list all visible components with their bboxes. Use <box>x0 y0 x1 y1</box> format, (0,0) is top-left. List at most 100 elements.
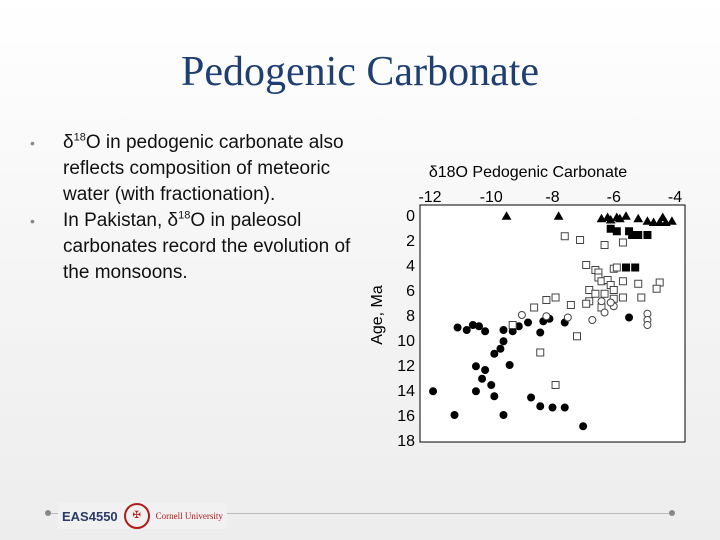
data-point-filled-circle <box>496 344 505 353</box>
bullet-list: • δ18O in pedogenic carbonate also refle… <box>30 130 360 286</box>
x-tick-label: -6 <box>607 189 621 206</box>
data-point-open-square <box>618 277 627 286</box>
data-point-open-square <box>600 289 609 298</box>
data-point-filled-square <box>622 263 630 272</box>
data-point-open-square <box>618 293 627 302</box>
data-point-open-square <box>551 381 560 389</box>
data-point-open-square <box>508 321 517 329</box>
data-point-filled-triangle <box>615 213 625 223</box>
bullet-text: O in paleosol carbonates record the evol… <box>63 210 351 283</box>
y-tick-label: 8 <box>406 308 415 325</box>
data-point-open-circle <box>606 298 615 307</box>
data-point-filled-circle <box>490 349 499 358</box>
data-point-open-square <box>551 293 560 302</box>
y-tick-label: 18 <box>397 433 415 450</box>
course-code: EAS4550 <box>62 508 118 524</box>
data-point-open-square <box>591 289 600 298</box>
data-point-filled-triangle <box>553 211 564 220</box>
bullet-dot-icon: • <box>30 135 35 151</box>
data-point-filled-square <box>634 231 643 239</box>
data-point-open-circle <box>600 308 609 317</box>
data-point-filled-circle <box>499 411 508 419</box>
data-point-filled-triangle <box>654 217 665 226</box>
data-point-filled-triangle <box>667 216 677 225</box>
y-tick-label: 12 <box>397 358 415 375</box>
data-point-filled-circle <box>475 322 483 331</box>
data-point-open-square <box>600 241 609 249</box>
footer-divider <box>48 513 672 514</box>
data-point-open-square <box>542 296 551 304</box>
bullet-item: • δ18O in pedogenic carbonate also refle… <box>30 130 360 208</box>
data-point-filled-triangle <box>648 217 659 226</box>
data-point-filled-circle <box>499 337 508 346</box>
y-tick-label: 16 <box>397 408 415 425</box>
data-point-open-square <box>582 299 591 308</box>
data-point-open-square <box>609 286 618 294</box>
data-point-open-square <box>634 279 643 288</box>
data-point-open-circle <box>542 312 551 321</box>
data-point-open-square <box>652 284 661 293</box>
y-tick-label: 2 <box>406 233 415 250</box>
chart-title: δ18O Pedogenic Carbonate <box>429 164 627 181</box>
data-point-open-square <box>637 293 646 302</box>
data-point-filled-triangle <box>657 212 668 221</box>
bullet-dot-icon: • <box>30 213 35 229</box>
data-point-filled-circle <box>478 374 487 383</box>
data-point-filled-triangle <box>621 211 631 220</box>
data-point-open-circle <box>588 316 597 324</box>
university-name: Cornell University <box>155 511 223 521</box>
data-point-filled-circle <box>429 387 438 396</box>
data-point-filled-triangle <box>605 214 616 224</box>
data-point-filled-circle <box>471 387 480 396</box>
y-tick-label: 10 <box>397 333 415 350</box>
data-points <box>429 211 677 431</box>
data-point-filled-square <box>612 227 621 236</box>
data-point-filled-circle <box>560 403 569 412</box>
data-point-filled-circle <box>527 393 536 402</box>
data-point-open-square <box>576 236 585 244</box>
slide-title: Pedogenic Carbonate <box>180 49 540 95</box>
data-point-filled-square <box>631 263 640 272</box>
plot-area <box>419 204 686 443</box>
delta18o-scatter-chart: δ18O Pedogenic Carbonate Age, Ma -12 -10-… <box>369 164 686 450</box>
bullet-text: O in pedogenic carbonate also reflects c… <box>63 132 344 205</box>
data-point-open-circle <box>643 321 652 329</box>
data-point-open-square <box>582 261 591 269</box>
data-point-filled-circle <box>481 327 490 336</box>
data-point-filled-circle <box>453 323 462 332</box>
data-point-open-circle <box>563 313 572 322</box>
y-tick-label: 0 <box>406 208 415 225</box>
data-point-filled-circle <box>487 381 496 389</box>
data-point-open-square <box>530 303 539 312</box>
x-tick-label: -10 <box>480 189 503 206</box>
data-point-open-square <box>618 238 627 247</box>
bullet-item: • In Pakistan, δ18O in paleosol carbonat… <box>30 208 360 286</box>
data-point-filled-circle <box>499 326 508 334</box>
data-point-filled-circle <box>481 366 490 374</box>
y-tick-label: 4 <box>406 258 415 275</box>
data-point-filled-square <box>643 231 652 239</box>
data-point-filled-triangle <box>633 213 644 223</box>
data-point-filled-circle <box>462 326 471 334</box>
data-point-filled-circle <box>548 403 557 412</box>
data-point-filled-circle <box>536 328 545 337</box>
bullet-superscript: 18 <box>73 131 86 144</box>
bullet-text-prefix: δ <box>63 132 74 153</box>
data-point-filled-circle <box>625 313 634 322</box>
footer-left-dot-icon <box>45 510 51 516</box>
data-point-filled-circle <box>471 362 480 371</box>
data-point-open-square <box>573 332 581 341</box>
x-tick-label: -4 <box>668 189 682 206</box>
y-tick-label: 6 <box>406 283 415 300</box>
data-point-open-square <box>560 232 569 241</box>
data-point-open-square <box>612 263 621 272</box>
data-point-filled-triangle <box>501 211 512 220</box>
data-point-filled-circle <box>450 411 459 419</box>
data-point-filled-circle <box>524 318 532 327</box>
y-tick-label: 14 <box>397 383 415 400</box>
data-point-filled-circle <box>579 422 588 431</box>
x-tick-label: -8 <box>545 189 559 206</box>
footer-logo: EAS4550 ✠ Cornell University <box>58 503 227 529</box>
bullet-text-prefix: In Pakistan, δ <box>63 210 179 231</box>
footer-right-dot-icon <box>669 510 675 516</box>
